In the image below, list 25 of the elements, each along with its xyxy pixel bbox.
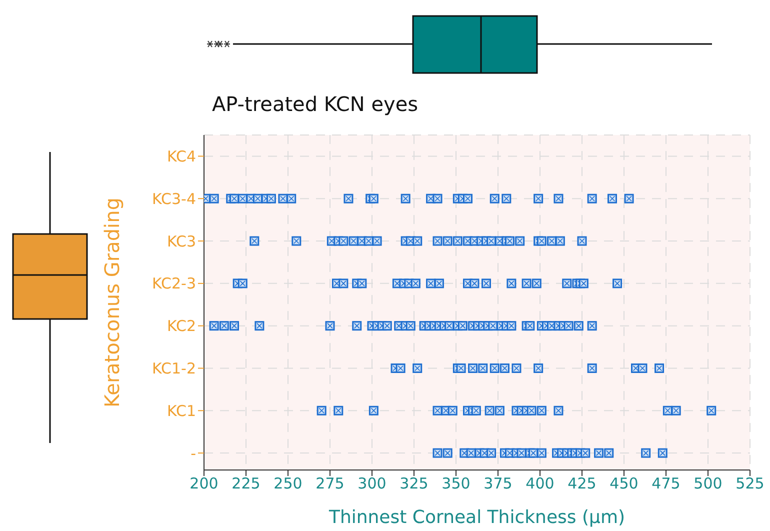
x-axis-title: Thinnest Corneal Thickness (µm) — [328, 507, 626, 528]
y-axis-title: Keratoconus Grading — [100, 198, 124, 408]
y-tick-label: KC3-4 — [152, 190, 196, 208]
x-tick-label: 475 — [652, 474, 680, 493]
chart-title: AP-treated KCN eyes — [212, 92, 418, 116]
x-tick-label: 250 — [274, 474, 302, 493]
y-tick-label: KC1-2 — [152, 360, 196, 378]
y-tick-label: KC4 — [166, 148, 196, 166]
x-tick-label: 400 — [526, 474, 554, 493]
x-tick-label: 225 — [232, 474, 260, 493]
x-tick-label: 300 — [358, 474, 386, 493]
y-tick-label: KC2 — [166, 317, 196, 336]
x-tick-label: 425 — [568, 474, 596, 493]
x-tick-label: 325 — [400, 474, 428, 493]
x-tick-label: 500 — [694, 474, 722, 493]
x-tick-label: 375 — [484, 474, 512, 493]
x-tick-label: 350 — [442, 474, 470, 493]
x-tick-label: 275 — [316, 474, 344, 493]
x-tick-label: 450 — [610, 474, 638, 493]
y-tick-label: KC1 — [166, 402, 196, 420]
y-tick-label: KC3 — [166, 232, 196, 250]
y-tick-label: KC2-3 — [152, 274, 196, 293]
x-tick-label: 525 — [736, 474, 764, 493]
x-tick-label: 200 — [190, 474, 218, 493]
y-tick-label: - — [190, 444, 196, 462]
